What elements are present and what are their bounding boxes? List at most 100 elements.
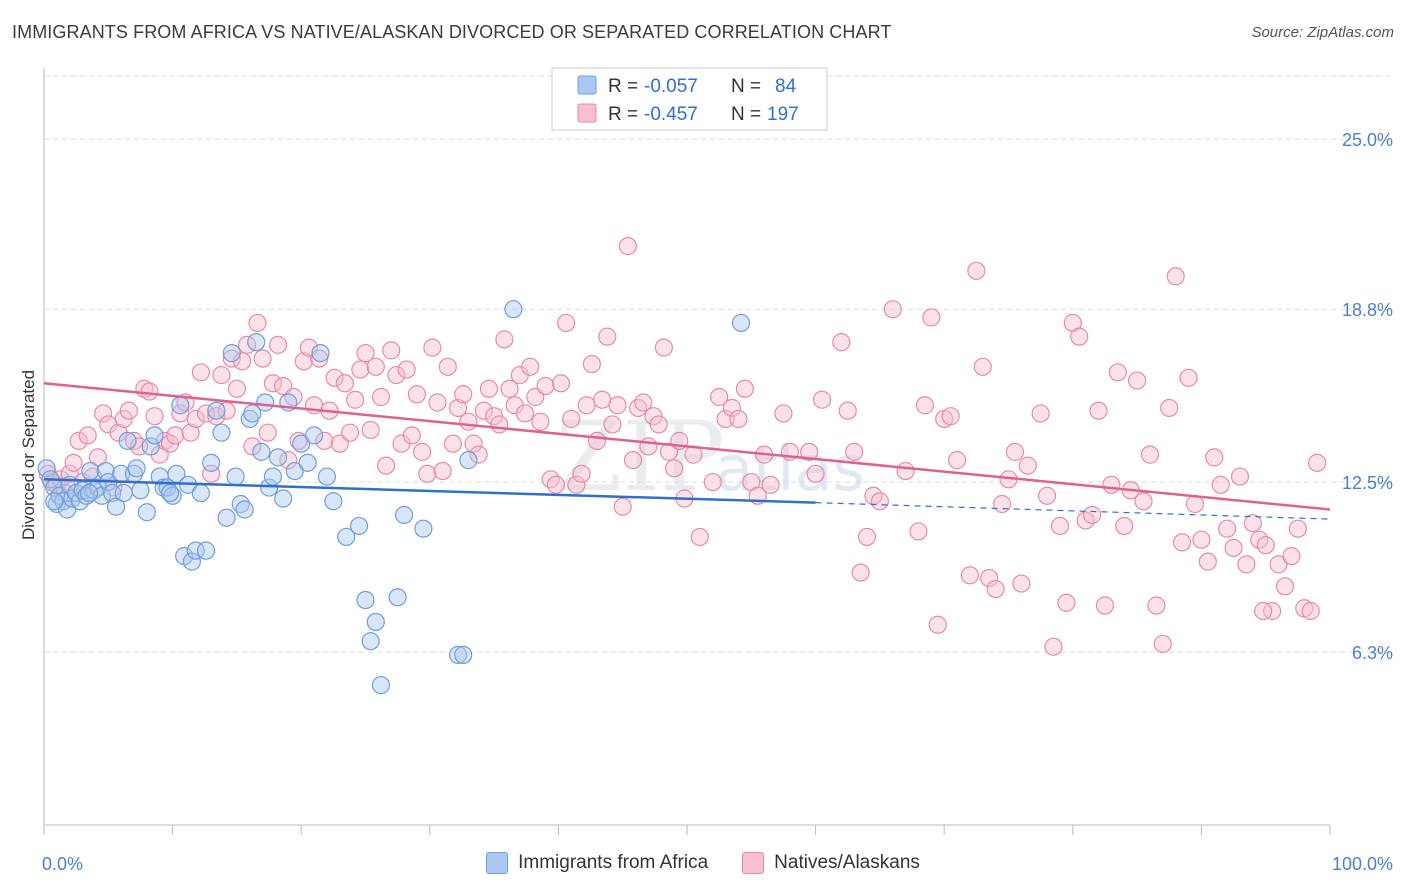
- point-immigrants-africa: [256, 393, 275, 412]
- point-immigrants-africa: [235, 500, 254, 519]
- point-immigrants-africa: [106, 497, 126, 516]
- legend-n-value-1: 197: [767, 104, 799, 125]
- legend-r-label-1: R =: [608, 104, 638, 125]
- point-immigrants-africa: [366, 612, 385, 632]
- point-natives-alaskans: [1012, 574, 1031, 593]
- y-tick-label: 25.0%: [1342, 130, 1393, 150]
- point-natives-alaskans: [155, 431, 174, 450]
- point-immigrants-africa: [58, 500, 77, 519]
- point-natives-alaskans: [418, 464, 437, 483]
- point-immigrants-africa: [274, 489, 293, 508]
- point-natives-alaskans: [980, 568, 999, 588]
- point-natives-alaskans: [454, 385, 473, 404]
- point-natives-alaskans: [915, 396, 935, 415]
- point-natives-alaskans: [1102, 475, 1121, 494]
- x-tick-label-max: 100.0%: [1332, 854, 1393, 874]
- point-natives-alaskans: [562, 409, 581, 429]
- point-natives-alaskans: [1037, 486, 1057, 505]
- point-natives-alaskans: [531, 412, 550, 431]
- point-natives-alaskans: [1115, 516, 1134, 536]
- point-natives-alaskans: [469, 445, 488, 464]
- point-immigrants-africa: [459, 451, 478, 470]
- point-natives-alaskans: [761, 475, 780, 494]
- point-natives-alaskans: [1288, 519, 1307, 538]
- legend-swatch-blue: [577, 75, 597, 95]
- point-natives-alaskans: [356, 344, 375, 363]
- point-immigrants-africa: [388, 588, 407, 607]
- point-natives-alaskans: [186, 409, 205, 429]
- axes: [43, 68, 1331, 835]
- point-natives-alaskans: [557, 313, 576, 333]
- point-immigrants-africa: [182, 552, 201, 571]
- watermark-zip: ZIP: [555, 401, 724, 513]
- point-natives-alaskans: [284, 387, 303, 407]
- trend-line-natives-alaskans: [43, 382, 1331, 511]
- legend-swatch-immigrants-africa: [486, 852, 509, 874]
- point-immigrants-africa: [163, 486, 182, 505]
- point-natives-alaskans: [896, 461, 915, 481]
- point-immigrants-africa: [731, 313, 751, 333]
- point-natives-alaskans: [1050, 516, 1070, 536]
- point-immigrants-africa: [37, 459, 56, 478]
- point-natives-alaskans: [1018, 456, 1037, 475]
- point-natives-alaskans: [207, 407, 226, 426]
- point-immigrants-africa: [196, 541, 216, 560]
- point-natives-alaskans: [1224, 538, 1243, 557]
- point-natives-alaskans: [654, 338, 673, 357]
- point-natives-alaskans: [64, 453, 83, 472]
- trend-line-immigrants-africa: [43, 478, 816, 504]
- point-natives-alaskans: [1057, 593, 1076, 612]
- y-tick-label: 18.8%: [1342, 300, 1393, 320]
- point-natives-alaskans: [967, 261, 986, 280]
- point-natives-alaskans: [351, 360, 370, 379]
- point-natives-alaskans: [851, 563, 870, 582]
- point-natives-alaskans: [541, 470, 560, 489]
- point-natives-alaskans: [774, 404, 793, 423]
- series-legend: Immigrants from Africa Natives/Alaskans: [0, 852, 1406, 874]
- point-natives-alaskans: [1044, 637, 1063, 656]
- point-immigrants-africa: [317, 467, 337, 486]
- point-natives-alaskans: [603, 415, 622, 434]
- point-immigrants-africa: [114, 483, 133, 503]
- legend-swatch-pink: [577, 103, 597, 123]
- point-natives-alaskans: [629, 398, 648, 418]
- point-natives-alaskans: [268, 335, 288, 354]
- point-immigrants-africa: [454, 645, 473, 664]
- point-natives-alaskans: [1275, 577, 1295, 596]
- point-natives-alaskans: [222, 349, 241, 368]
- point-natives-alaskans: [800, 442, 819, 461]
- point-natives-alaskans: [1160, 398, 1179, 418]
- point-natives-alaskans: [1269, 555, 1288, 574]
- point-natives-alaskans: [546, 475, 565, 494]
- point-natives-alaskans: [634, 393, 653, 412]
- point-natives-alaskans: [166, 426, 185, 445]
- point-natives-alaskans: [479, 379, 499, 398]
- point-natives-alaskans: [1211, 475, 1230, 494]
- point-immigrants-africa: [263, 467, 283, 486]
- point-immigrants-africa: [145, 426, 164, 445]
- y-tick-label: 6.3%: [1352, 643, 1393, 663]
- point-immigrants-africa: [141, 437, 160, 456]
- point-natives-alaskans: [412, 442, 432, 461]
- point-natives-alaskans: [1173, 533, 1192, 552]
- point-natives-alaskans: [196, 404, 216, 423]
- point-immigrants-africa: [349, 516, 369, 536]
- point-natives-alaskans: [438, 357, 457, 376]
- point-natives-alaskans: [346, 390, 365, 409]
- point-natives-alaskans: [1082, 505, 1102, 525]
- point-natives-alaskans: [258, 423, 277, 442]
- x-tick-label-min: 0.0%: [42, 854, 83, 874]
- point-natives-alaskans: [845, 442, 864, 461]
- point-natives-alaskans: [973, 357, 992, 376]
- point-natives-alaskans: [1166, 267, 1185, 286]
- point-immigrants-africa: [361, 632, 380, 651]
- point-natives-alaskans: [1230, 467, 1250, 486]
- point-natives-alaskans: [608, 396, 627, 415]
- point-natives-alaskans: [928, 615, 947, 634]
- trend-line-immigrants-africa-extension: [815, 502, 1331, 520]
- legend-item-natives-alaskans: Natives/Alaskans: [742, 852, 920, 874]
- point-natives-alaskans: [1237, 555, 1256, 574]
- point-natives-alaskans: [710, 387, 729, 407]
- point-natives-alaskans: [459, 412, 478, 431]
- legend-r-value-1: -0.457: [644, 104, 698, 125]
